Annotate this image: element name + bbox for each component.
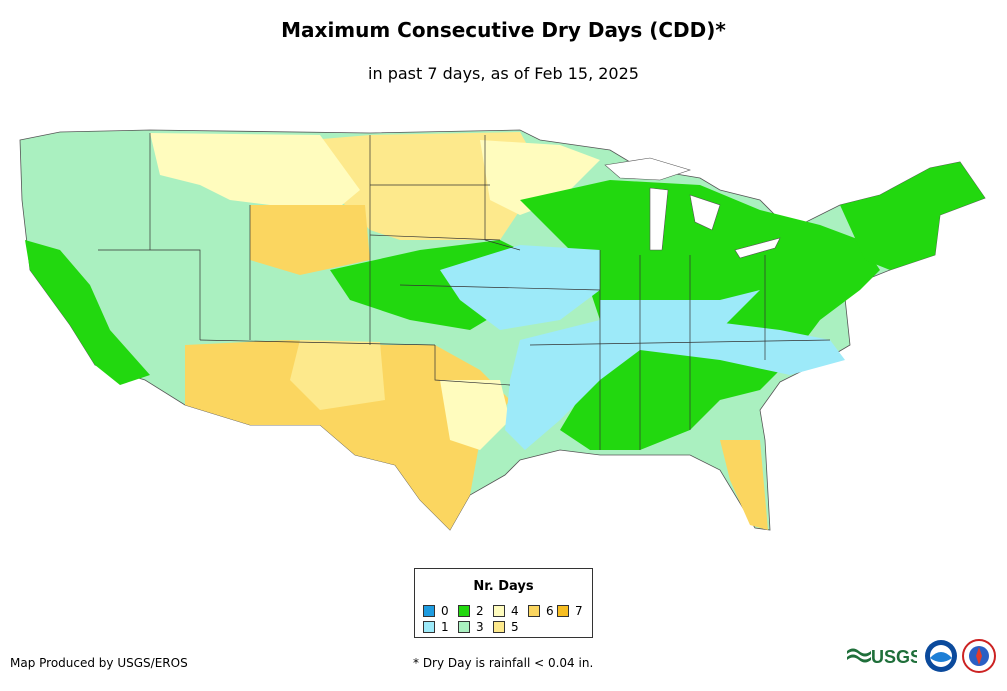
legend-item-7: 7 xyxy=(557,604,583,618)
legend-item-0: 0 xyxy=(423,604,449,618)
legend-item-1: 1 xyxy=(423,620,449,634)
legend-item-6: 6 xyxy=(528,604,554,618)
legend-label-7: 7 xyxy=(575,604,583,618)
map-title: Maximum Consecutive Dry Days (CDD)* xyxy=(281,18,726,42)
region-tx-central xyxy=(440,380,510,450)
legend-item-4: 4 xyxy=(493,604,519,618)
legend: Nr. Days 0 1 2 3 4 5 6 7 xyxy=(414,568,593,638)
legend-label-6: 6 xyxy=(546,604,554,618)
lake-superior xyxy=(604,157,691,181)
legend-title: Nr. Days xyxy=(473,579,534,594)
region-1day-south xyxy=(505,320,845,450)
legend-swatch-2 xyxy=(458,605,470,617)
region-dry-nm-east xyxy=(290,340,385,410)
region-dry-southwest xyxy=(185,340,510,530)
nws-logo xyxy=(962,639,996,673)
usgs-logo-text: USGS xyxy=(871,647,917,667)
producer-credit: Map Produced by USGS/EROS xyxy=(10,656,188,670)
dry-day-footnote: * Dry Day is rainfall < 0.04 in. xyxy=(413,656,594,670)
legend-swatch-3 xyxy=(458,621,470,633)
legend-item-5: 5 xyxy=(493,620,519,634)
region-dry-minnesota xyxy=(480,140,600,215)
region-1day-midwest xyxy=(440,245,600,330)
noaa-logo xyxy=(925,640,957,672)
map-subtitle: in past 7 days, as of Feb 15, 2025 xyxy=(368,64,639,83)
region-dry-florida xyxy=(720,440,768,530)
legend-label-3: 3 xyxy=(476,620,484,634)
lake-michigan xyxy=(649,187,669,251)
usgs-logo: USGS xyxy=(847,647,917,667)
legend-label-0: 0 xyxy=(441,604,449,618)
legend-swatch-0 xyxy=(423,605,435,617)
legend-swatch-4 xyxy=(493,605,505,617)
region-wet-california xyxy=(25,240,150,385)
legend-swatch-7 xyxy=(557,605,569,617)
legend-label-4: 4 xyxy=(511,604,519,618)
legend-swatch-6 xyxy=(528,605,540,617)
legend-item-3: 3 xyxy=(458,620,484,634)
region-dry-wyoming xyxy=(250,205,370,275)
legend-swatch-5 xyxy=(493,621,505,633)
region-dry-montana xyxy=(150,133,360,215)
legend-item-2: 2 xyxy=(458,604,484,618)
lake-erie xyxy=(734,237,781,259)
legend-label-1: 1 xyxy=(441,620,449,634)
legend-label-5: 5 xyxy=(511,620,519,634)
legend-swatch-1 xyxy=(423,621,435,633)
lake-huron xyxy=(689,194,721,231)
region-wet-newengland xyxy=(840,162,985,270)
legend-label-2: 2 xyxy=(476,604,484,618)
state-boundaries xyxy=(98,133,831,450)
